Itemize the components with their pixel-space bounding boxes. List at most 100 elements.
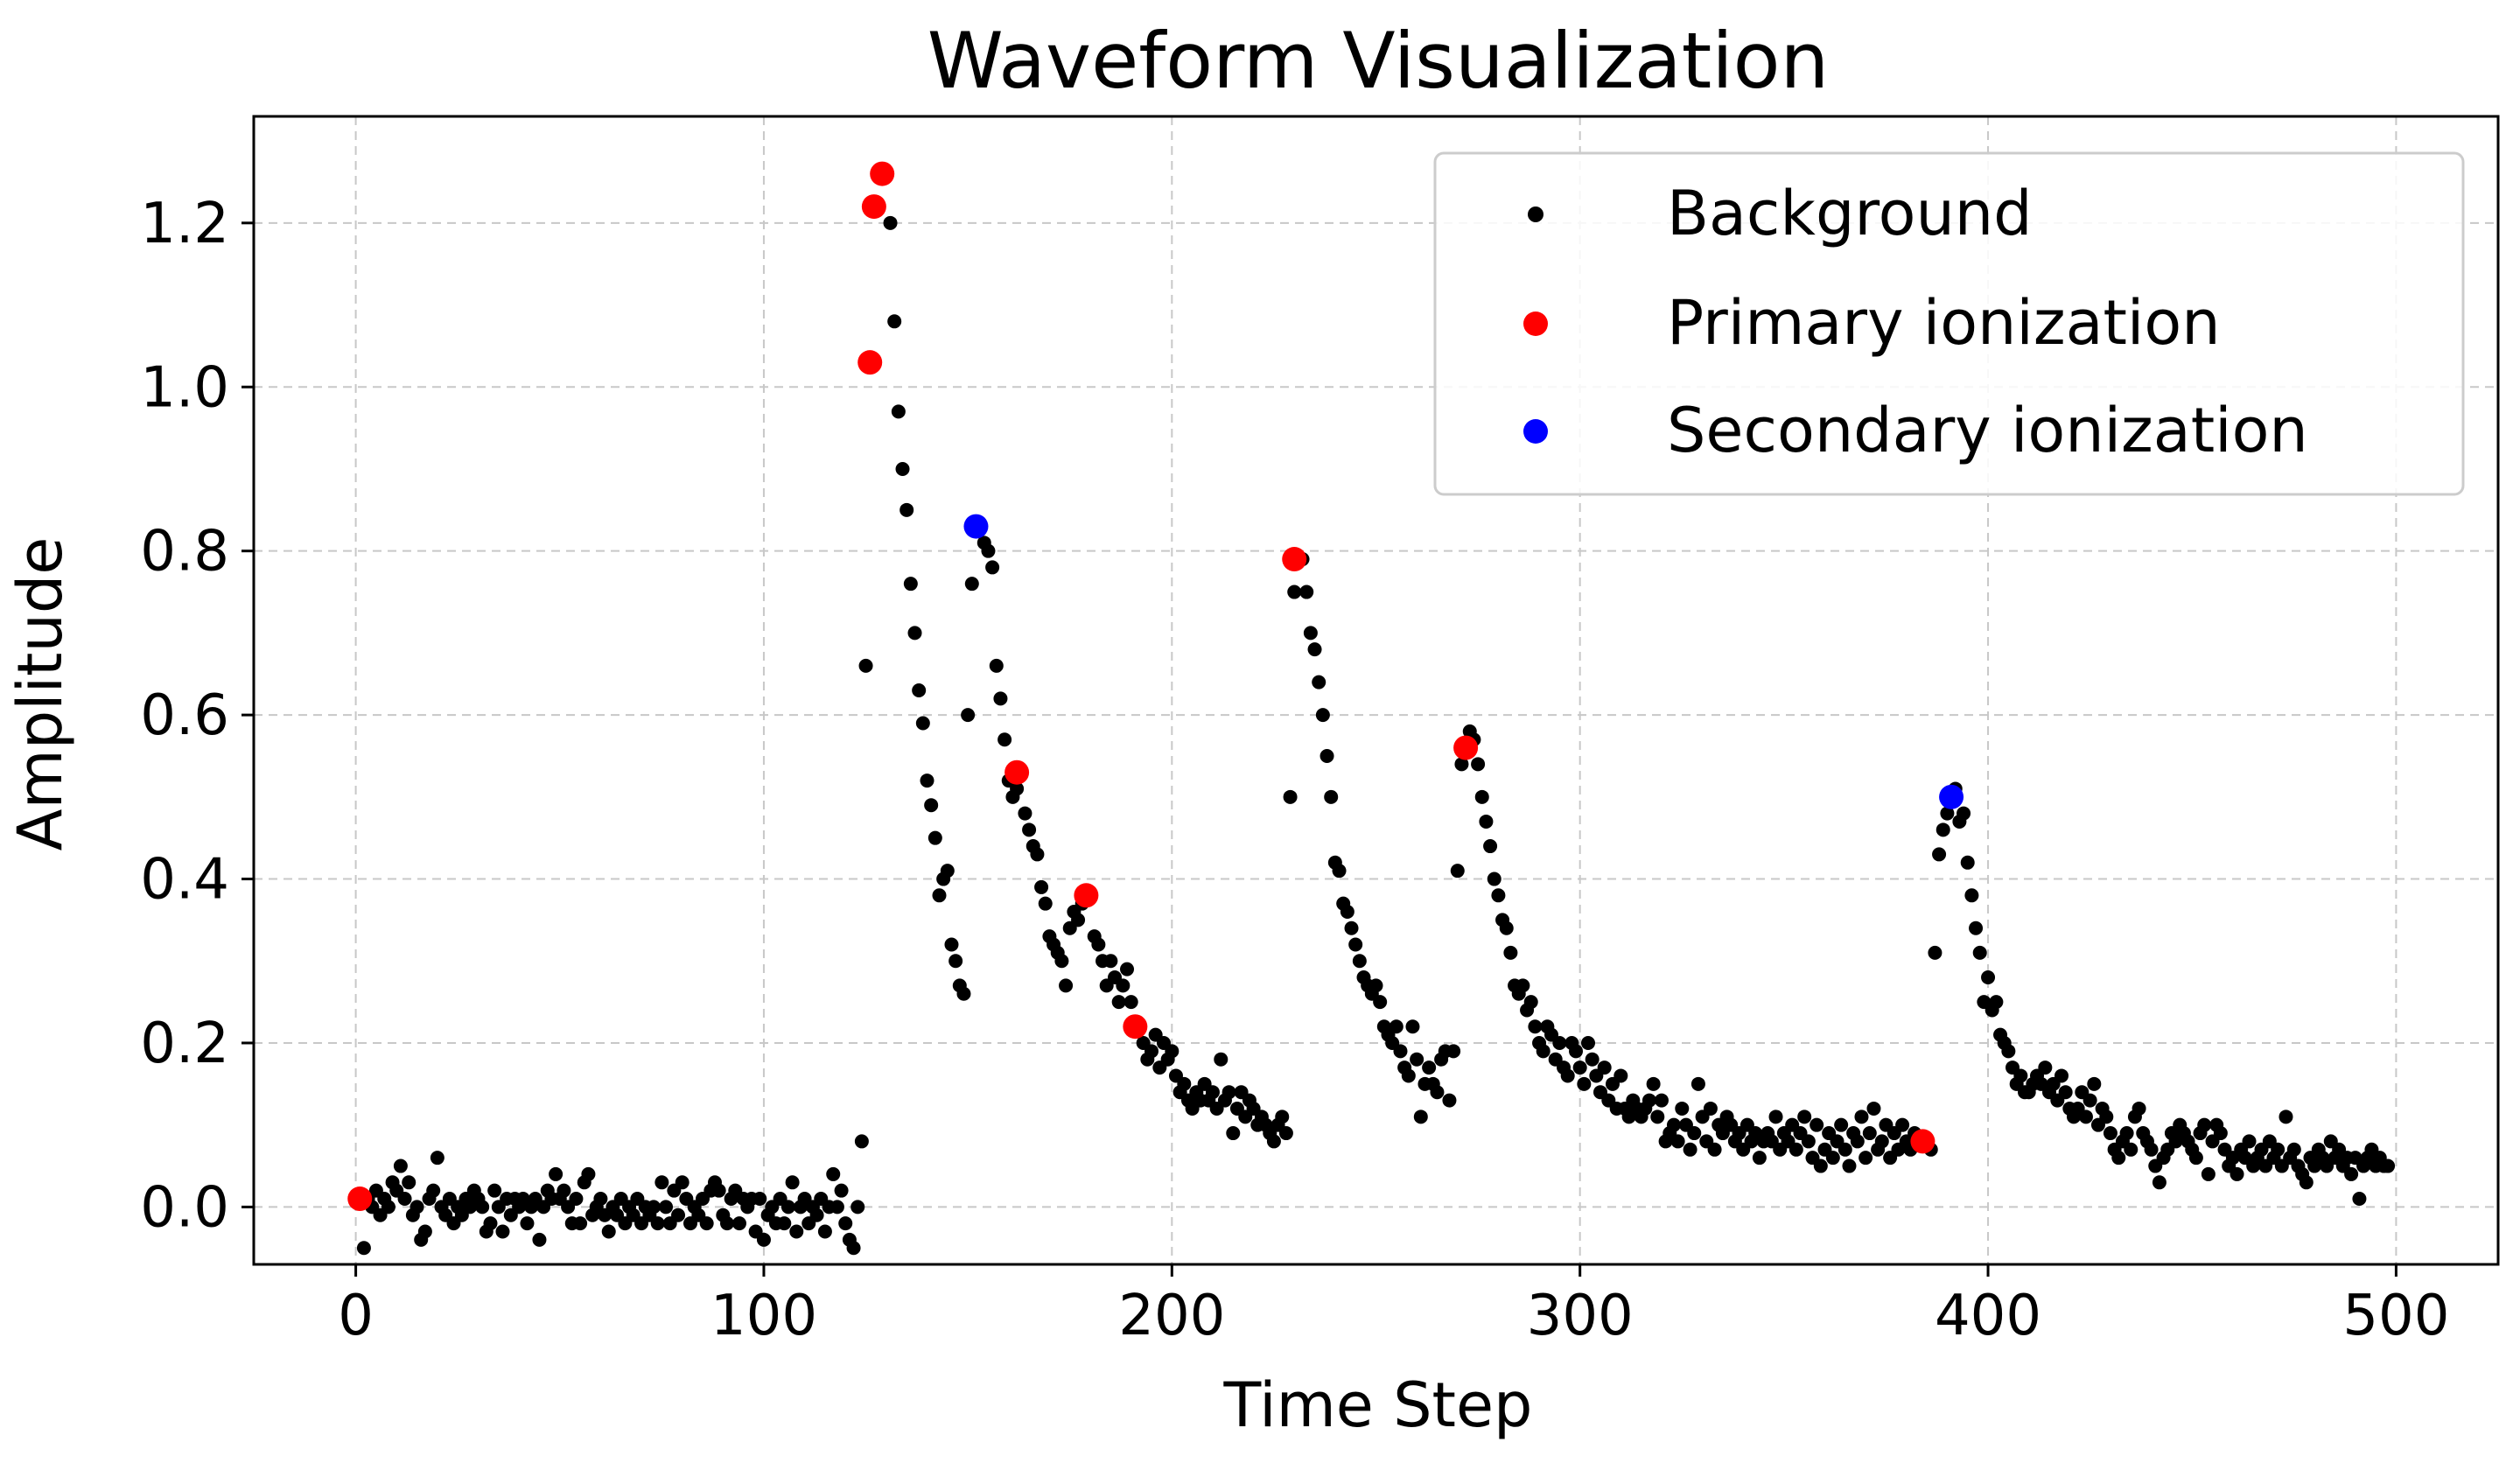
background-point bbox=[998, 732, 1012, 747]
background-point bbox=[2058, 1085, 2073, 1100]
background-point bbox=[1144, 1044, 1158, 1059]
background-point bbox=[1834, 1117, 1849, 1132]
background-point bbox=[1646, 1076, 1661, 1091]
background-point bbox=[1670, 1134, 1685, 1149]
background-point bbox=[1018, 806, 1032, 821]
background-point bbox=[1312, 675, 1326, 690]
background-point bbox=[1410, 1052, 1424, 1067]
background-point bbox=[993, 691, 1008, 706]
background-point bbox=[1981, 970, 1996, 984]
background-point bbox=[1030, 847, 1045, 862]
background-point bbox=[1569, 1044, 1584, 1059]
primary-ionization-point bbox=[1453, 735, 1479, 760]
background-point bbox=[1842, 1158, 1857, 1173]
background-point bbox=[1332, 864, 1347, 878]
background-point bbox=[1503, 945, 1518, 960]
x-tick-label: 200 bbox=[1118, 1284, 1225, 1348]
background-point bbox=[1813, 1158, 1828, 1173]
background-point bbox=[397, 1192, 412, 1207]
y-tick-label: 1.2 bbox=[140, 192, 229, 256]
background-point bbox=[1111, 995, 1126, 1010]
background-point bbox=[838, 1216, 853, 1231]
background-point bbox=[1405, 1019, 1420, 1034]
background-point bbox=[1666, 1117, 1681, 1132]
background-point bbox=[2197, 1117, 2212, 1132]
background-point bbox=[2013, 1068, 2028, 1083]
background-point bbox=[850, 1200, 865, 1214]
background-point bbox=[1222, 1085, 1236, 1100]
background-point bbox=[1307, 642, 1322, 657]
background-point bbox=[1422, 1060, 1437, 1075]
background-point bbox=[903, 577, 918, 592]
background-point bbox=[891, 404, 906, 419]
background-point bbox=[2188, 1151, 2203, 1166]
background-point bbox=[981, 543, 996, 558]
background-point bbox=[1177, 1076, 1192, 1091]
background-point bbox=[2299, 1175, 2314, 1190]
background-point bbox=[1324, 789, 1339, 804]
y-tick-label: 0.4 bbox=[140, 848, 229, 913]
background-point bbox=[1650, 1110, 1665, 1124]
background-point bbox=[900, 502, 914, 517]
background-point bbox=[907, 626, 922, 640]
y-axis-label: Amplitude bbox=[4, 537, 76, 851]
background-point bbox=[789, 1224, 804, 1239]
background-point bbox=[1120, 962, 1135, 976]
background-point bbox=[932, 888, 947, 903]
background-point bbox=[1071, 913, 1086, 928]
background-point bbox=[556, 1183, 571, 1198]
background-point bbox=[1320, 748, 1334, 763]
background-point bbox=[1536, 1044, 1550, 1059]
background-point bbox=[1446, 1044, 1461, 1059]
background-point bbox=[2213, 1126, 2228, 1141]
background-point bbox=[1034, 879, 1049, 894]
background-point bbox=[1393, 1044, 1408, 1059]
background-point bbox=[732, 1216, 746, 1231]
primary-ionization-point bbox=[1004, 760, 1030, 785]
plot-area-frame bbox=[252, 115, 2500, 1266]
primary-ionization-point bbox=[1910, 1129, 1936, 1154]
background-point bbox=[1499, 920, 1514, 935]
background-point bbox=[1450, 864, 1465, 878]
background-point bbox=[1964, 888, 1979, 903]
background-point bbox=[1373, 995, 1388, 1010]
background-point bbox=[659, 1200, 674, 1214]
background-point bbox=[1585, 1052, 1600, 1067]
background-point bbox=[1797, 1110, 1812, 1124]
background-point bbox=[826, 1166, 841, 1181]
background-point bbox=[2144, 1142, 2159, 1157]
background-point bbox=[1299, 584, 1314, 599]
background-point bbox=[780, 1200, 795, 1214]
background-point bbox=[2242, 1134, 2257, 1149]
background-point bbox=[1825, 1151, 1840, 1166]
background-point bbox=[1022, 822, 1037, 837]
background-point bbox=[1597, 1060, 1612, 1075]
background-point bbox=[834, 1183, 849, 1198]
background-point bbox=[989, 658, 1004, 673]
background-point bbox=[1054, 954, 1069, 969]
y-tick-label: 0.0 bbox=[140, 1175, 229, 1240]
background-point bbox=[944, 937, 959, 952]
background-point bbox=[1956, 806, 1971, 821]
background-point bbox=[1059, 978, 1074, 993]
legend-box bbox=[1433, 151, 2465, 496]
background-point bbox=[2381, 1158, 2396, 1173]
background-point bbox=[1752, 1151, 1767, 1166]
background-point bbox=[854, 1134, 869, 1149]
background-point bbox=[2271, 1142, 2286, 1157]
background-point bbox=[830, 1200, 844, 1214]
background-point bbox=[887, 314, 902, 329]
background-point bbox=[2001, 1044, 2016, 1059]
secondary-ionization-point bbox=[1939, 784, 1964, 809]
background-point bbox=[1275, 1110, 1290, 1124]
background-point bbox=[1675, 1101, 1690, 1116]
primary-ionization-point bbox=[858, 350, 883, 375]
background-point bbox=[2087, 1076, 2102, 1091]
data-points bbox=[347, 161, 2396, 1256]
x-tick-label: 0 bbox=[338, 1284, 374, 1348]
background-point bbox=[2082, 1093, 2097, 1108]
background-point bbox=[817, 1224, 832, 1239]
y-tick-label: 0.2 bbox=[140, 1012, 229, 1076]
background-point bbox=[2286, 1142, 2301, 1157]
